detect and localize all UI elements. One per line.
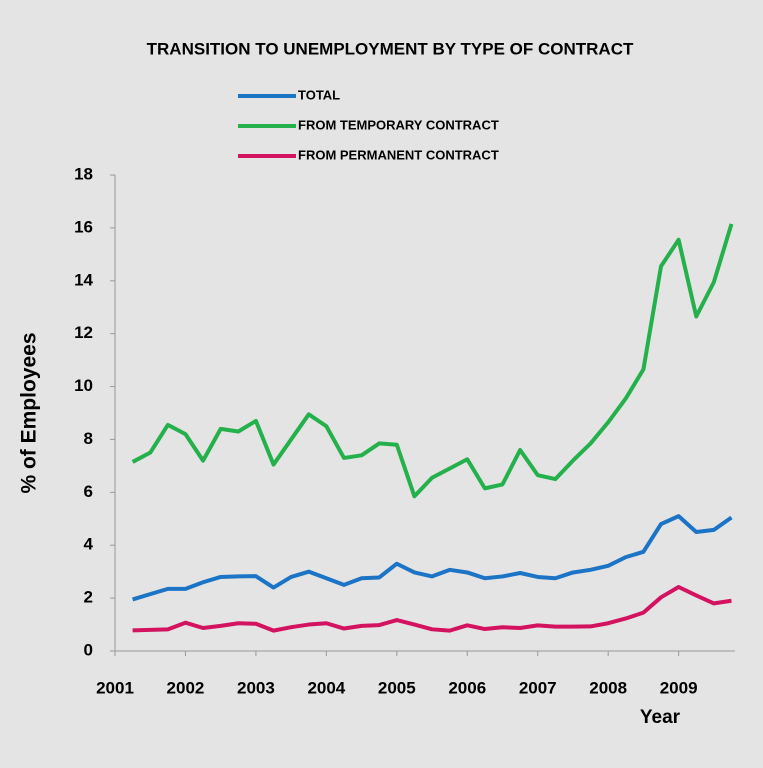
x-axis-label: Year <box>640 707 681 728</box>
x-tick-label: 2004 <box>307 678 345 697</box>
y-tick-label: 0 <box>84 640 93 659</box>
y-tick-label: 6 <box>84 482 93 501</box>
data-line <box>132 514 733 602</box>
legend-label: TOTAL <box>298 87 340 102</box>
y-tick-label: 18 <box>74 164 93 183</box>
x-tick-label: 2003 <box>237 678 275 697</box>
y-tick-label: 2 <box>84 588 93 607</box>
y-tick-label: 16 <box>74 217 93 236</box>
y-axis-label: % of Employees <box>18 332 41 493</box>
x-tick-label: 2009 <box>660 678 698 697</box>
y-tick-label: 14 <box>74 270 93 289</box>
x-tick-label: 2002 <box>167 678 205 697</box>
legend-label: FROM PERMANENT CONTRACT <box>298 147 499 162</box>
y-tick-label: 12 <box>74 323 93 342</box>
y-tick-label: 8 <box>84 429 93 448</box>
x-tick-label: 2001 <box>96 678 134 697</box>
x-tick-label: 2006 <box>448 678 486 697</box>
chart-title: TRANSITION TO UNEMPLOYMENT BY TYPE OF CO… <box>147 39 634 58</box>
y-tick-label: 4 <box>84 535 94 554</box>
x-tick-label: 2005 <box>378 678 416 697</box>
data-line <box>132 585 732 633</box>
data-line <box>131 223 734 499</box>
legend-label: FROM TEMPORARY CONTRACT <box>298 117 499 132</box>
x-tick-label: 2007 <box>519 678 557 697</box>
x-tick-label: 2008 <box>589 678 627 697</box>
y-tick-label: 10 <box>74 376 93 395</box>
